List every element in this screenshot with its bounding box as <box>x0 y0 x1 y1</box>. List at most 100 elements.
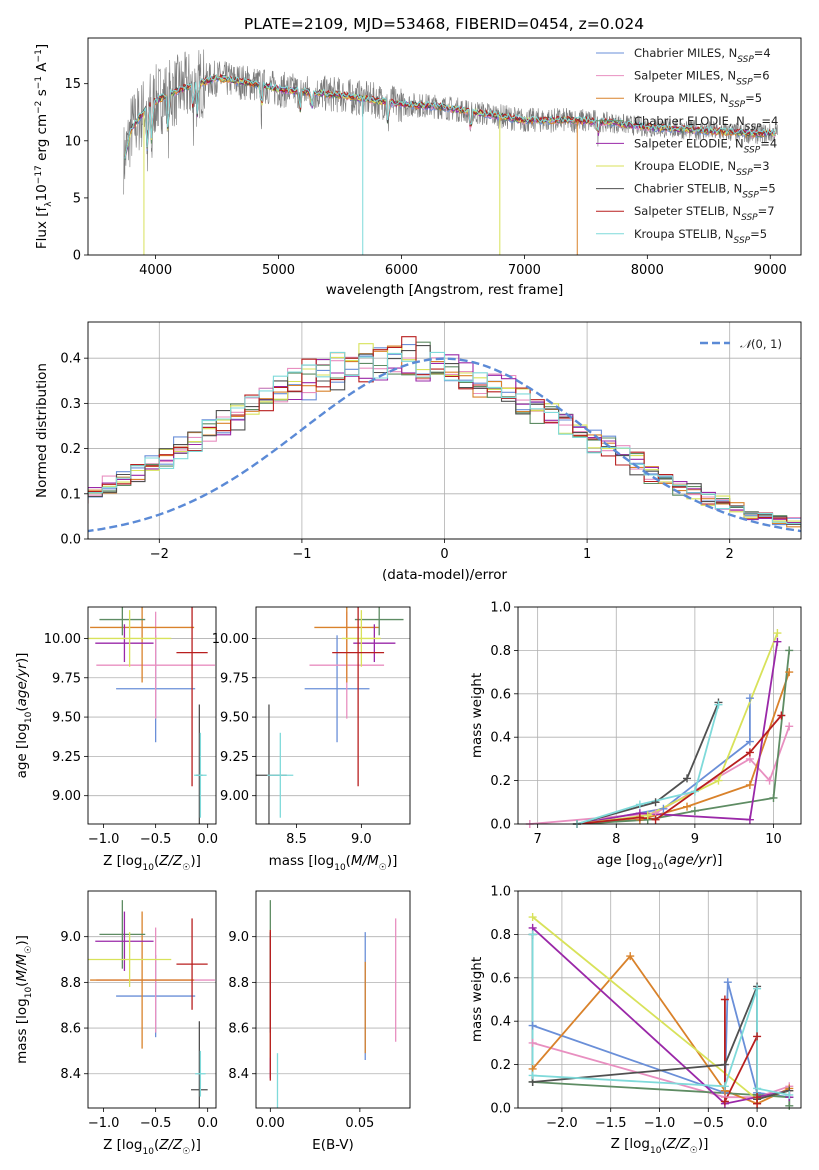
x-axis-label: Z [log10(Z/Z☉)] <box>103 1137 201 1157</box>
axes-frame <box>87 606 217 825</box>
y-tick-label: 9.75 <box>220 671 249 686</box>
x-axis-label: E(B-V) <box>312 1137 354 1153</box>
histogram-step-line <box>88 341 801 528</box>
mass-weight-marker <box>714 700 723 709</box>
histogram-step-line <box>88 351 801 528</box>
axes-frame <box>87 890 217 1109</box>
x-axis-label: Z [log10(Z/Z☉)] <box>103 853 201 873</box>
x-tick-label: −1.0 <box>88 832 120 847</box>
mass-weight-marker <box>753 1093 762 1102</box>
mass-weight-marker <box>651 798 660 807</box>
mass-weight-marker <box>745 737 754 746</box>
x-tick-label: 2 <box>726 547 734 562</box>
y-tick-label: 8.6 <box>60 1022 81 1037</box>
x-axis-label: Z [log10(Z/Z☉)] <box>611 1136 709 1156</box>
plot-area <box>88 336 801 533</box>
mass-weight-marker <box>528 1071 537 1080</box>
legend-label: Kroupa STELIB, NSSP=5 <box>634 227 767 246</box>
y-tick-label: 0.0 <box>60 533 81 548</box>
x-tick-label: 0.00 <box>256 1116 285 1131</box>
y-tick-label: 9.00 <box>220 789 249 804</box>
mass-weight-marker <box>753 984 762 993</box>
y-tick-label: 0.4 <box>490 1015 511 1030</box>
mass-weight-marker <box>720 1082 729 1091</box>
legend-label: Chabrier ELODIE, NSSP=4 <box>634 114 778 133</box>
axes-frame <box>87 321 802 540</box>
x-tick-label: −1.0 <box>644 1116 676 1131</box>
x-tick-label: −1.0 <box>88 1116 120 1131</box>
x-tick-label: −2.0 <box>546 1116 578 1131</box>
mass-weight-marker <box>745 694 754 703</box>
mass-weight-marker <box>659 804 668 813</box>
mass-weight-marker <box>753 1032 762 1041</box>
y-tick-label: 8.4 <box>60 1067 81 1082</box>
y-axis-label: mass weight <box>469 673 485 758</box>
y-tick-label: 9.50 <box>52 711 81 726</box>
x-tick-label: 0.05 <box>345 1116 374 1131</box>
panel-residual-histogram: −2 −1 0 1 2 0.0 0.1 0.2 0.3 0.4 𝒩(0, 1) (data-model… <box>34 321 802 583</box>
y-tick-label: 8.4 <box>228 1067 249 1082</box>
legend-label: Kroupa MILES, NSSP=5 <box>634 91 762 110</box>
legend-label: Chabrier MILES, NSSP=4 <box>634 46 771 65</box>
y-tick-label: 8.8 <box>228 976 249 991</box>
mass-weight-marker <box>785 1101 794 1110</box>
histogram-step-line <box>88 336 801 525</box>
mass-weight-line <box>576 704 720 824</box>
y-tick-label: 0.2 <box>490 774 511 789</box>
mass-weight-marker <box>773 637 782 646</box>
x-axis-label: wavelength [Angstrom, rest frame] <box>326 282 564 298</box>
x-tick-label: −0.5 <box>140 832 172 847</box>
axes-frame <box>255 890 411 1109</box>
x-tick-label: 1 <box>583 547 591 562</box>
axes-frame <box>255 606 411 825</box>
mass-weight-line <box>576 641 779 824</box>
y-tick-label: 5 <box>73 191 81 206</box>
figure-title: PLATE=2109, MJD=53468, FIBERID=0454, z=0… <box>244 15 644 33</box>
axes-frame <box>517 890 802 1109</box>
mass-weight-marker <box>690 787 699 796</box>
plot-area <box>88 900 215 1108</box>
x-tick-label: 4000 <box>139 263 172 278</box>
y-tick-label: 1.0 <box>490 885 511 900</box>
mass-weight-marker <box>626 952 635 961</box>
y-tick-label: 10.00 <box>44 632 81 647</box>
y-tick-label: 0 <box>73 249 81 264</box>
legend-label: Chabrier STELIB, NSSP=5 <box>634 182 776 201</box>
mass-weight-marker <box>777 711 786 720</box>
panel-massweight-vs-Z: −2.0 −1.5 −1.0 −0.5 0.0 0.0 0.2 0.4 0.6 0.8 1.0 Z [… <box>469 885 802 1156</box>
x-tick-label: 0.0 <box>197 832 218 847</box>
y-tick-label: 0.6 <box>490 971 511 986</box>
mass-weight-line <box>531 934 790 1101</box>
y-tick-label: 15 <box>64 77 81 92</box>
y-tick-label: 0.2 <box>60 442 81 457</box>
plot-area <box>531 916 791 1106</box>
y-tick-label: 0.8 <box>490 928 511 943</box>
legend-label: Salpeter STELIB, NSSP=7 <box>634 204 775 223</box>
mass-weight-marker <box>785 1090 794 1099</box>
y-tick-label: 0.0 <box>490 1102 511 1117</box>
x-tick-label: 10 <box>765 832 782 847</box>
spectrum-model-line <box>124 73 776 159</box>
legend-label: Kroupa ELODIE, NSSP=3 <box>634 159 770 178</box>
y-tick-label: 9.00 <box>52 789 81 804</box>
x-tick-label: 9.0 <box>351 832 372 847</box>
y-tick-label: 9.75 <box>52 671 81 686</box>
x-tick-label: −2 <box>150 547 169 562</box>
y-tick-label: 8.8 <box>60 976 81 991</box>
legend-label: 𝒩(0, 1) <box>740 337 782 351</box>
mass-weight-line <box>576 702 720 824</box>
x-tick-label: 8.5 <box>286 832 307 847</box>
y-axis-label: mass weight <box>469 957 485 1042</box>
panel-age-vs-mass: 8.5 9.0 9.00 9.25 9.50 9.75 10.00 mass [log10(M… <box>212 606 411 873</box>
mass-weight-marker <box>714 776 723 785</box>
mass-weight-marker <box>643 811 652 820</box>
x-tick-label: 7 <box>534 832 542 847</box>
plot-area <box>123 49 778 255</box>
y-tick-label: 9.0 <box>60 930 81 945</box>
y-tick-label: 9.50 <box>220 711 249 726</box>
y-tick-label: 0.8 <box>490 644 511 659</box>
histogram-step-line <box>88 354 801 524</box>
mass-weight-marker <box>683 774 692 783</box>
mass-weight-marker <box>773 629 782 638</box>
